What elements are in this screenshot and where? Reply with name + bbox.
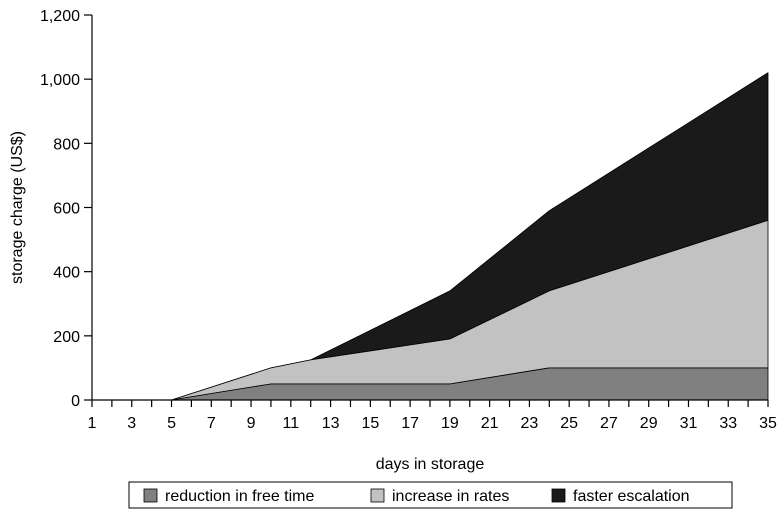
x-tick-label: 3 — [127, 415, 136, 432]
x-tick-label: 33 — [719, 415, 737, 432]
y-tick-label: 200 — [53, 329, 80, 346]
legend-label: faster escalation — [573, 488, 690, 505]
x-tick-label: 15 — [361, 415, 379, 432]
legend-label: reduction in free time — [165, 488, 315, 505]
y-tick-label: 600 — [53, 201, 80, 218]
x-tick-label: 13 — [322, 415, 340, 432]
x-tick-label: 1 — [88, 415, 97, 432]
x-tick-label: 25 — [560, 415, 578, 432]
y-tick-label: 1,000 — [40, 72, 80, 89]
area-series-group — [171, 72, 769, 401]
x-tick-label: 5 — [167, 415, 176, 432]
x-tick-label: 31 — [680, 415, 698, 432]
x-tick-label: 21 — [481, 415, 499, 432]
x-tick-label: 23 — [521, 415, 539, 432]
y-tick-label: 400 — [53, 265, 80, 282]
legend: reduction in free time increase in rates f… — [128, 481, 733, 509]
x-axis-title: days in storage — [376, 456, 485, 473]
legend-swatch — [143, 488, 158, 503]
legend-frame — [128, 481, 733, 509]
legend-swatch — [551, 488, 566, 503]
y-tick-label: 1,200 — [40, 8, 80, 25]
y-axis-title: storage charge (US$) — [9, 131, 26, 284]
legend-swatch — [370, 488, 385, 503]
x-tick-label: 7 — [207, 415, 216, 432]
x-tick-label: 19 — [441, 415, 459, 432]
x-tick-label: 29 — [640, 415, 658, 432]
x-tick-label: 35 — [759, 415, 777, 432]
x-tick-label: 11 — [283, 415, 300, 432]
y-tick-label: 800 — [53, 136, 80, 153]
legend-label: increase in rates — [392, 488, 509, 505]
y-tick-label: 0 — [71, 393, 80, 410]
x-tick-label: 9 — [247, 415, 256, 432]
x-tick-label: 27 — [600, 415, 618, 432]
x-tick-label: 17 — [401, 415, 419, 432]
